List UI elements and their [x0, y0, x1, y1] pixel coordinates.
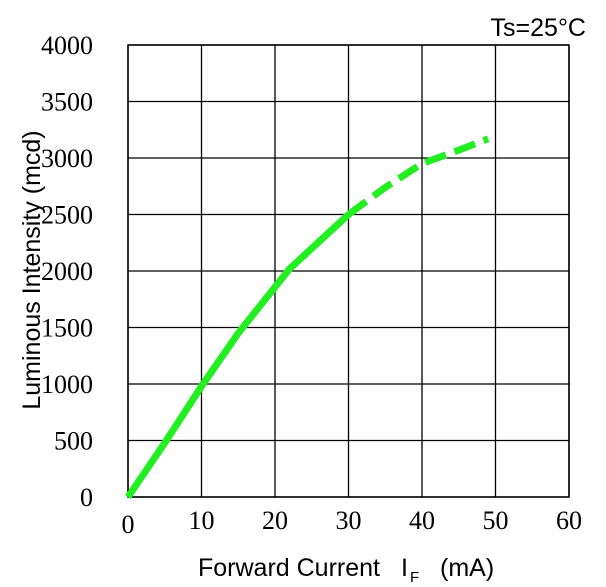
y-tick-label-500: 500 [54, 427, 93, 456]
x-axis-label-subscript: F [410, 569, 419, 586]
y-tick-label-1500: 1500 [41, 314, 93, 343]
x-tick-label-10: 10 [189, 506, 215, 535]
x-axis-label: Forward Current I F (mA) [198, 554, 494, 586]
x-tick-label-40: 40 [409, 506, 435, 535]
series-line-solid [125, 211, 351, 499]
x-tick-label-20: 20 [262, 506, 288, 535]
x-tick-label-30: 30 [336, 506, 362, 535]
chart-condition-title: Ts=25°C [491, 14, 586, 42]
grid-lines [127, 44, 570, 498]
y-axis-label: Luminous Intensity (mcd) [18, 130, 46, 409]
x-axis-label-main: Forward Current [198, 554, 380, 582]
y-tick-label-1000: 1000 [41, 370, 93, 399]
y-tick-label-3000: 3000 [41, 144, 93, 173]
plot-frame [127, 44, 570, 498]
y-tick-label-2000: 2000 [41, 257, 93, 286]
series-line-dashed [346, 135, 490, 218]
x-tick-label-0: 0 [122, 510, 135, 539]
y-tick-labels: 0 500 1000 1500 2000 2500 3000 3500 4000 [41, 31, 93, 512]
x-tick-label-60: 60 [556, 506, 582, 535]
y-tick-label-4000: 4000 [41, 31, 93, 60]
series-layer [125, 135, 490, 499]
x-axis-label-unit: (mA) [440, 554, 494, 582]
y-tick-label-2500: 2500 [41, 201, 93, 230]
y-tick-label-0: 0 [80, 483, 93, 512]
y-tick-label-3500: 3500 [41, 88, 93, 117]
x-axis-label-symbol: I [401, 554, 408, 582]
x-tick-labels: 0 10 20 30 40 50 60 [122, 506, 583, 539]
x-tick-label-50: 50 [483, 506, 509, 535]
